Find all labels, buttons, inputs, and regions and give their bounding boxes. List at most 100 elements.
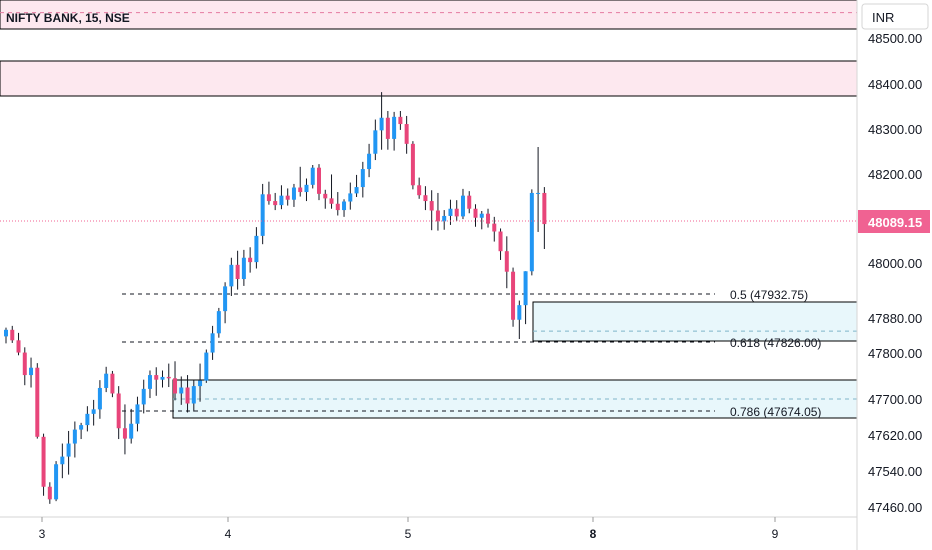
time-axis: 3 4 5 8 9	[39, 517, 779, 541]
candle-body	[310, 167, 315, 185]
candle-body	[191, 386, 196, 404]
candle-body	[110, 373, 115, 394]
candle-body	[135, 404, 140, 424]
candle-body	[423, 195, 428, 202]
price-tick-label: 48400.00	[868, 77, 922, 92]
candle-body	[41, 436, 46, 487]
candle-body	[185, 387, 190, 404]
candle-body	[116, 393, 121, 429]
candle-body	[235, 264, 240, 280]
candle-body	[460, 195, 465, 217]
candle-body	[486, 213, 491, 224]
fib-level-label: 0.5 (47932.75)	[730, 288, 808, 302]
time-tick-label: 4	[225, 527, 232, 541]
candle-body	[448, 208, 453, 216]
candle-body	[122, 428, 127, 439]
fib-level-label: 0.618 (47826.00)	[730, 336, 821, 350]
candle-body	[323, 193, 328, 199]
supply-zone	[0, 60, 858, 97]
price-tick-label: 48000.00	[868, 256, 922, 271]
candle-body	[223, 286, 228, 312]
candle-body	[298, 187, 303, 193]
candle-body	[173, 378, 178, 394]
candle-body	[10, 329, 15, 341]
candle-body	[16, 340, 21, 353]
fib-level-label: 0.786 (47674.05)	[730, 405, 821, 419]
price-tick-label: 47540.00	[868, 464, 922, 479]
zones-layer	[0, 0, 858, 419]
time-tick-label: 3	[39, 527, 46, 541]
price-tick-label: 48500.00	[868, 31, 922, 46]
last-price-label: 48089.15	[868, 215, 922, 230]
candle-body	[304, 184, 309, 193]
candle-body	[523, 271, 528, 306]
candle-body	[79, 425, 84, 430]
candle-body	[260, 194, 265, 236]
candle-body	[22, 352, 27, 376]
candle-body	[360, 169, 365, 188]
candle-body	[91, 409, 96, 414]
candle-body	[4, 329, 8, 337]
candle-body	[241, 257, 246, 280]
candle-body	[385, 117, 390, 139]
candle-body	[248, 257, 253, 263]
candle-body	[210, 333, 215, 353]
candle-body	[273, 201, 278, 206]
candle-body	[442, 215, 447, 222]
last-price-badge	[858, 210, 930, 233]
candle-body	[335, 203, 340, 211]
candle-body	[35, 367, 40, 437]
candle-body	[492, 223, 497, 232]
candle-body	[317, 167, 321, 194]
candle-body	[291, 187, 296, 200]
time-tick-label: 8	[590, 527, 597, 541]
candle-body	[254, 235, 259, 263]
candle-body	[216, 311, 221, 334]
price-tick-label: 48300.00	[868, 122, 922, 137]
candle-body	[285, 195, 290, 200]
chart-title: NIFTY BANK, 15, NSE	[6, 11, 130, 25]
candle-body	[329, 198, 334, 204]
candle-body	[504, 251, 509, 272]
candle-body	[373, 130, 378, 154]
candle-body	[511, 271, 516, 320]
candle-body	[479, 213, 484, 218]
price-tick-label: 47800.00	[868, 346, 922, 361]
candle-body	[266, 194, 271, 202]
candle-body	[129, 423, 134, 439]
candle-body	[85, 413, 90, 426]
candle-body	[429, 201, 434, 211]
candle-body	[354, 187, 359, 194]
candle-body	[454, 208, 459, 217]
candle-body	[392, 116, 397, 139]
price-tick-label: 48200.00	[868, 167, 922, 182]
candle-body	[473, 208, 478, 218]
candle-body	[367, 153, 372, 170]
candle-body	[198, 380, 203, 387]
fib-levels: 0.5 (47932.75) 0.618 (47826.00) 0.786 (476…	[122, 288, 821, 419]
candle-body	[72, 429, 77, 444]
candle-body	[542, 192, 547, 225]
candle-body	[166, 376, 171, 379]
candle-body	[529, 192, 534, 272]
candle-body	[60, 456, 65, 465]
candle-body	[66, 443, 71, 457]
candle-body	[29, 367, 34, 376]
candle-body	[410, 143, 415, 186]
price-axis: 48500.00 48400.00 48300.00 48200.00 48000.00…	[868, 31, 922, 515]
candle-body	[398, 116, 403, 125]
candle-body	[154, 375, 159, 380]
currency-button[interactable]	[861, 3, 929, 30]
candle-body	[204, 352, 209, 381]
candle-body	[498, 231, 503, 252]
candle-body	[229, 264, 234, 287]
candle-body	[348, 193, 353, 202]
candle-body	[379, 117, 384, 131]
candle-body	[97, 387, 102, 410]
candle-body	[179, 387, 184, 394]
candle-body	[279, 195, 284, 206]
time-tick-label: 9	[772, 527, 779, 541]
candle-body	[404, 124, 409, 144]
candle-body	[536, 192, 541, 194]
